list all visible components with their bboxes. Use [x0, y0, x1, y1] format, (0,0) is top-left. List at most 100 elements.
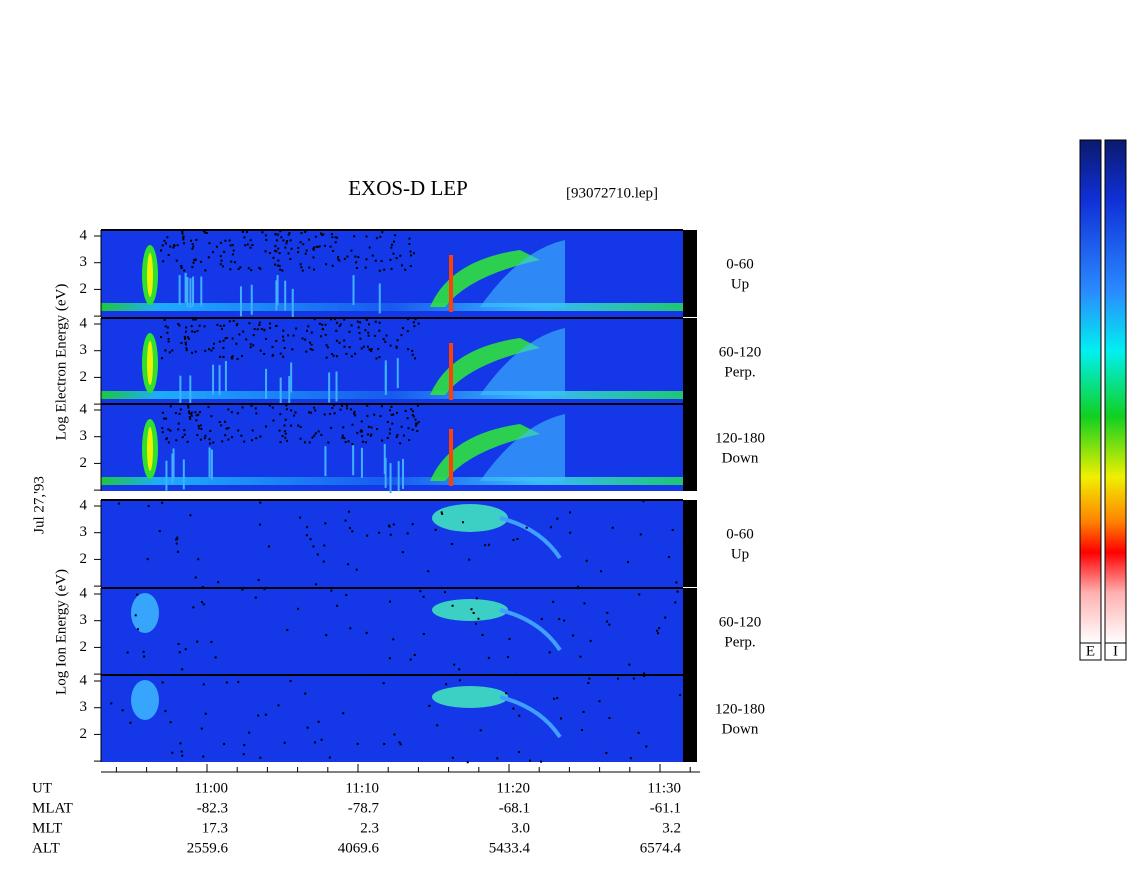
pitch-range: 120-180: [715, 430, 765, 446]
row-value: 5433.4: [489, 840, 531, 856]
spike: [182, 459, 185, 490]
speckle: [388, 432, 391, 435]
speckle: [301, 337, 304, 340]
speckle: [199, 438, 202, 441]
data-gap: [683, 404, 697, 491]
speckle: [301, 269, 304, 272]
speckle: [283, 741, 286, 744]
speckle: [308, 441, 311, 444]
speckle: [287, 252, 290, 255]
speckle: [179, 408, 182, 411]
speckle: [319, 335, 322, 338]
speckle: [297, 424, 300, 427]
speckle: [330, 426, 333, 429]
speckle: [404, 268, 407, 271]
speckle: [400, 334, 403, 337]
speckle: [177, 642, 180, 645]
speckle: [205, 232, 208, 235]
speckle: [223, 324, 226, 327]
pitch-range: 60-120: [719, 344, 762, 360]
speckle: [240, 434, 243, 437]
speckle: [400, 425, 403, 428]
speckle: [277, 704, 280, 707]
speckle: [272, 419, 275, 422]
speckle: [249, 343, 252, 346]
speckle: [356, 431, 359, 434]
spike: [178, 275, 181, 306]
speckle: [350, 355, 353, 358]
speckle: [264, 234, 267, 237]
speckle: [412, 321, 415, 324]
speckle: [285, 404, 288, 407]
speckle: [227, 427, 230, 430]
data-gap: [683, 675, 697, 762]
energy-tick-label: 4: [80, 585, 88, 601]
speckle: [198, 411, 201, 414]
speckle: [283, 347, 286, 350]
speckle: [428, 704, 431, 707]
speckle: [259, 756, 262, 759]
speckle: [199, 260, 202, 263]
speckle: [365, 235, 368, 238]
speckle: [350, 324, 353, 327]
speckle: [210, 640, 213, 643]
speckle: [192, 606, 195, 609]
speckle: [286, 629, 289, 632]
speckle: [276, 264, 279, 267]
speckle: [293, 414, 296, 417]
speckle: [225, 336, 228, 339]
speckle: [587, 682, 590, 685]
speckle: [577, 585, 580, 588]
speckle: [331, 264, 334, 267]
speckle: [174, 412, 177, 415]
speckle: [378, 356, 381, 359]
speckle: [263, 352, 266, 355]
speckle: [516, 537, 519, 540]
speckle: [245, 231, 248, 234]
spike: [218, 365, 221, 396]
speckle: [311, 436, 314, 439]
speckle: [390, 246, 393, 249]
speckle: [395, 346, 398, 349]
speckle: [255, 412, 258, 415]
speckle: [229, 268, 232, 271]
speckle: [344, 441, 347, 444]
speckle: [390, 405, 393, 408]
speckle: [333, 318, 336, 321]
speckle: [512, 707, 515, 710]
speckle: [142, 650, 145, 653]
speckle: [314, 583, 317, 586]
speckle: [639, 533, 642, 536]
speckle: [208, 348, 211, 351]
speckle: [310, 331, 313, 334]
speckle: [306, 726, 309, 729]
speckle: [361, 430, 364, 433]
spike: [189, 278, 192, 309]
speckle: [451, 756, 454, 759]
speckle: [219, 325, 222, 328]
speckle: [419, 590, 422, 593]
speckle: [556, 697, 559, 700]
speckle: [194, 411, 197, 414]
speckle: [250, 269, 253, 272]
speckle: [297, 246, 300, 249]
speckle: [296, 607, 299, 610]
speckle: [228, 239, 231, 242]
speckle: [396, 434, 399, 437]
speckle: [180, 267, 183, 270]
spike: [239, 286, 242, 317]
row-value: 17.3: [202, 820, 228, 836]
speckle: [307, 325, 310, 328]
speckle: [241, 406, 244, 409]
speckle: [236, 322, 239, 325]
speckle: [282, 355, 285, 358]
speckle: [351, 423, 354, 426]
speckle: [472, 611, 475, 614]
speckle: [222, 355, 225, 358]
speckle: [325, 356, 328, 359]
speckle: [289, 239, 292, 242]
speckle: [380, 405, 383, 408]
speckle: [328, 756, 331, 759]
speckle: [345, 352, 348, 355]
speckle: [393, 240, 396, 243]
